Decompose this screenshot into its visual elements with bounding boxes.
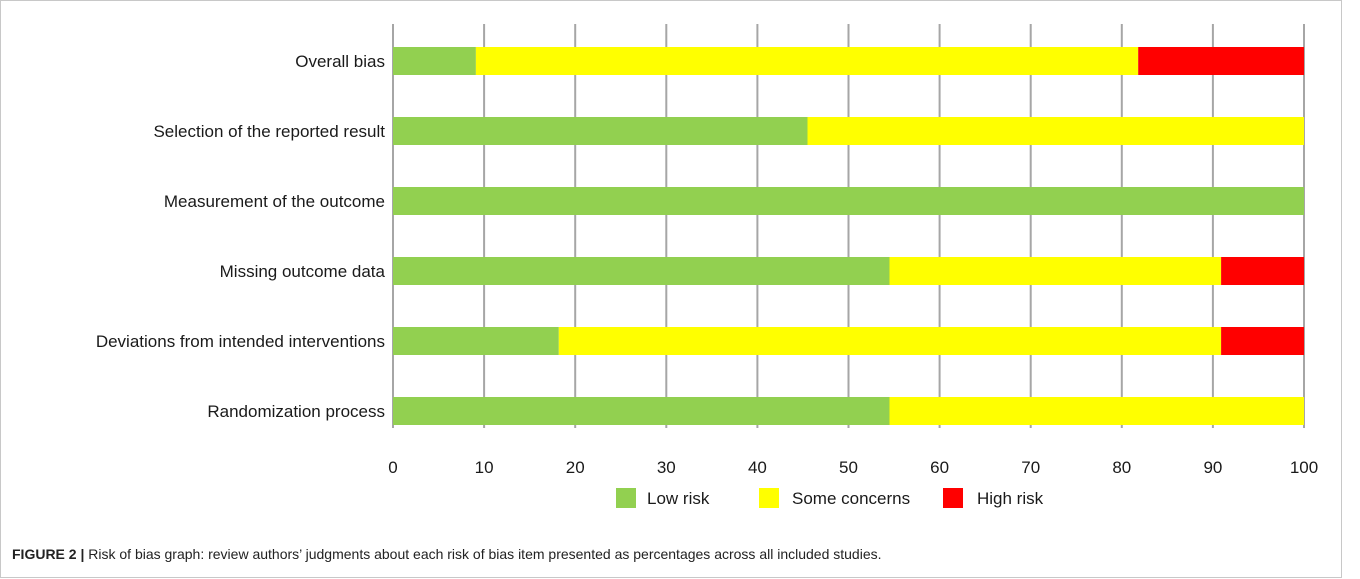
caption-label: FIGURE 2 |	[12, 546, 85, 562]
bar-segment-some-concerns	[889, 397, 1304, 425]
bar-segment-high-risk	[1221, 257, 1304, 285]
category-label: Randomization process	[207, 402, 385, 421]
legend-swatch-low-risk	[616, 488, 636, 508]
category-label: Missing outcome data	[220, 262, 386, 281]
category-label: Overall bias	[295, 52, 385, 71]
x-tick-label: 50	[839, 458, 858, 477]
x-tick-label: 20	[566, 458, 585, 477]
bar-segment-low-risk	[393, 327, 559, 355]
x-tick-labels: 0 10 20 30 40 50 60 70 80 90 100	[388, 458, 1318, 477]
legend-swatch-some-concerns	[759, 488, 779, 508]
category-label: Measurement of the outcome	[164, 192, 385, 211]
legend-label: High risk	[977, 489, 1044, 508]
x-tick-label: 30	[657, 458, 676, 477]
x-tick-label: 10	[475, 458, 494, 477]
x-tick-label: 60	[930, 458, 949, 477]
category-label: Selection of the reported result	[153, 122, 385, 141]
caption-text: Risk of bias graph: review authors’ judg…	[84, 546, 882, 562]
bar-segment-low-risk	[393, 397, 890, 425]
bar-segment-some-concerns	[475, 47, 1139, 75]
figure-caption: FIGURE 2 | Risk of bias graph: review au…	[12, 546, 1342, 562]
x-tick-label: 0	[388, 458, 397, 477]
bar-segment-some-concerns	[558, 327, 1222, 355]
legend-label: Low risk	[647, 489, 710, 508]
category-label: Deviations from intended interventions	[96, 332, 385, 351]
bar-segment-low-risk	[393, 117, 808, 145]
x-tick-label: 80	[1112, 458, 1131, 477]
bar-segment-low-risk	[393, 187, 1304, 215]
legend-label: Some concerns	[792, 489, 910, 508]
legend: Low risk Some concerns High risk	[616, 488, 1044, 508]
bar-segment-some-concerns	[889, 257, 1222, 285]
x-tick-label: 90	[1203, 458, 1222, 477]
legend-swatch-high-risk	[943, 488, 963, 508]
bar-segment-some-concerns	[807, 117, 1304, 145]
x-tick-label: 100	[1290, 458, 1318, 477]
x-tick-label: 70	[1021, 458, 1040, 477]
bar-segment-high-risk	[1221, 327, 1304, 355]
bars	[393, 47, 1304, 425]
category-labels: Overall bias Selection of the reported re…	[96, 52, 386, 421]
bar-segment-high-risk	[1138, 47, 1304, 75]
risk-of-bias-chart: Overall bias Selection of the reported re…	[96, 24, 1318, 508]
bar-segment-low-risk	[393, 257, 890, 285]
bar-segment-low-risk	[393, 47, 476, 75]
x-tick-label: 40	[748, 458, 767, 477]
grid-lines	[392, 24, 1305, 428]
